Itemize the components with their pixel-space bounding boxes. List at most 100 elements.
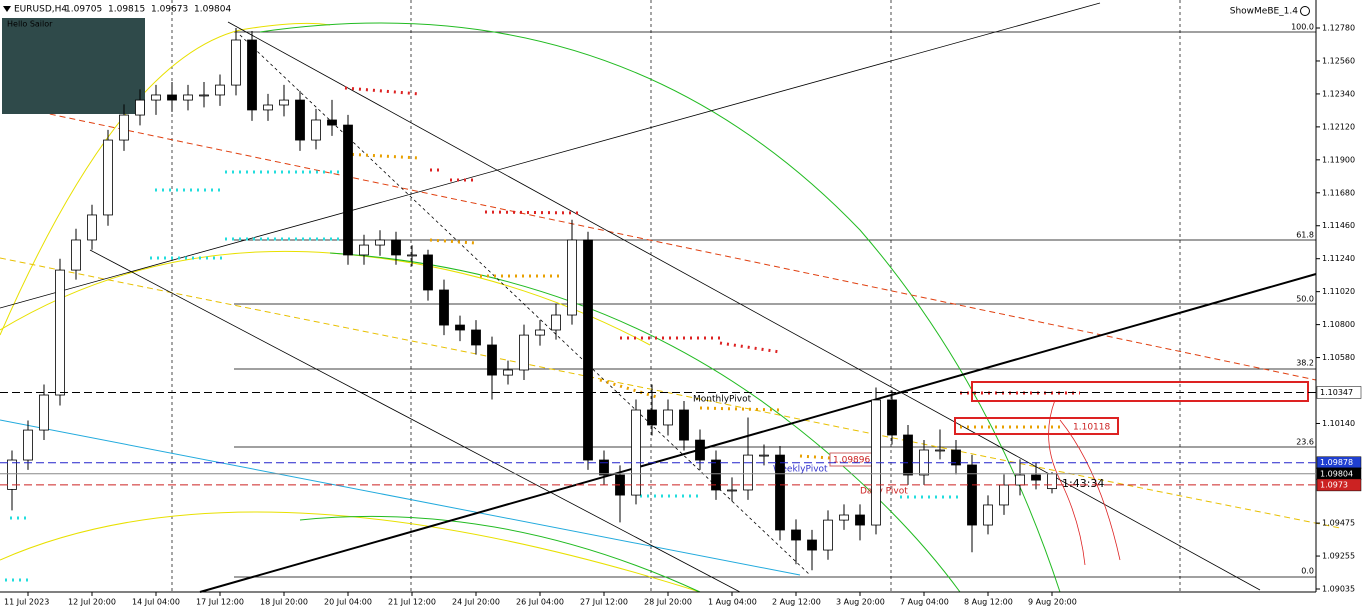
candle-body (791, 529, 801, 541)
candle-body (135, 99, 145, 116)
candle-body (855, 514, 865, 526)
candle-body (439, 289, 449, 326)
indicator-dots (5, 86, 1080, 582)
candle-body (711, 459, 721, 491)
candle-body (343, 124, 353, 256)
candle-body (983, 504, 993, 526)
bar-timer: 1:43:34 (1062, 477, 1104, 490)
x-tick-label: 11 Jul 2023 (4, 598, 49, 607)
candle-body (39, 394, 49, 431)
candle-body (391, 239, 401, 256)
x-tick-label: 18 Jul 20:00 (260, 598, 308, 607)
x-tick-label: 8 Aug 12:00 (964, 598, 1013, 607)
fib-labels: 100.0 61.8 50.0 38.2 23.6 0.0 (1291, 23, 1314, 576)
fib-lines (234, 31, 1316, 578)
candle-body (887, 399, 897, 436)
header-open: 1.09705 (65, 5, 102, 15)
candle-body (455, 324, 465, 331)
candle-body (727, 489, 737, 492)
marked-price: 1.09896 (833, 456, 870, 466)
x-tick-label: 3 Aug 20:00 (836, 598, 885, 607)
candle-body (423, 254, 433, 291)
y-tick-label: 1.11680 (1322, 188, 1355, 197)
candle-body (743, 454, 753, 491)
candle-body (535, 329, 545, 336)
x-tick-label: 17 Jul 12:00 (196, 598, 244, 607)
candle-body (199, 94, 209, 97)
header: EURUSD,H4 1.09705 1.09815 1.09673 1.0980… (14, 5, 231, 15)
candle-body (695, 439, 705, 461)
candle-body (231, 39, 241, 86)
candle-body (775, 454, 785, 531)
price-tag-label: 1.10347 (1320, 388, 1353, 397)
highlight-box (971, 381, 1309, 402)
y-tick-label: 1.10580 (1322, 353, 1355, 362)
candle-body (1047, 473, 1057, 490)
candle-body (647, 409, 657, 426)
pivot-label: MonthlyPivot (693, 395, 752, 405)
candle-body (71, 239, 81, 271)
y-tick-label: 1.12560 (1322, 56, 1355, 65)
candle-body (119, 114, 129, 141)
candle-body (375, 239, 385, 246)
fib-label: 0.0 (1301, 567, 1314, 576)
y-tick-label: 1.11020 (1322, 287, 1355, 296)
x-tick-label: 27 Jul 12:00 (580, 598, 628, 607)
y-tick-label: 1.12120 (1322, 122, 1355, 131)
candle-body (839, 514, 849, 521)
y-tick-label: 1.09035 (1322, 585, 1355, 594)
candle-body (999, 484, 1009, 506)
price-tag (1316, 478, 1362, 492)
candle-body (263, 104, 273, 111)
candle-body (967, 464, 977, 526)
candle-body (359, 244, 369, 256)
candle-body (247, 39, 257, 111)
x-tick-label: 14 Jul 04:00 (132, 598, 180, 607)
y-tick-label: 1.11900 (1322, 155, 1355, 164)
highlight-box (954, 417, 1119, 435)
symbol: EURUSD,H4 (14, 5, 67, 15)
candle-body (631, 409, 641, 496)
candle-body (503, 369, 513, 376)
fib-label: 100.0 (1291, 23, 1314, 32)
pivot-label: Daily Pivot (860, 487, 908, 497)
candle-body (599, 459, 609, 476)
price-tag-label: 1.09804 (1320, 469, 1353, 478)
y-tick-label: 1.09255 (1322, 552, 1355, 561)
indicator-name: ShowMeBE_1.4 (1230, 7, 1299, 17)
candle-body (151, 94, 161, 101)
y-tick-label: 1.10800 (1322, 320, 1355, 329)
candle-body (327, 119, 337, 126)
y-tick-label: 1.11240 (1322, 254, 1355, 263)
candle-body (279, 99, 289, 106)
candle-body (311, 119, 321, 141)
candle-body (23, 429, 33, 461)
candle-body (407, 254, 417, 257)
header-low: 1.09673 (151, 5, 188, 15)
drawings (0, 2, 1341, 593)
x-tick-label: 1 Aug 04:00 (708, 598, 757, 607)
price-tag (1316, 386, 1362, 399)
x-tick-label: 2 Aug 12:00 (772, 598, 821, 607)
y-axis-labels: 1.12780 1.12560 1.12340 1.12120 1.11900 1.116… (1316, 24, 1355, 594)
x-tick-label: 7 Aug 04:00 (900, 598, 949, 607)
candle-body (551, 314, 561, 331)
candle-body (903, 434, 913, 476)
y-tick-label: 1.09475 (1322, 519, 1355, 528)
fib-label: 38.2 (1296, 359, 1314, 368)
header-close: 1.09804 (194, 5, 231, 15)
candle-body (679, 409, 689, 441)
price-tag-label: 1.0973 (1320, 480, 1348, 489)
candle-body (183, 94, 193, 101)
y-tick-label: 1.11460 (1322, 221, 1355, 230)
y-tick-label: 1.12340 (1322, 89, 1355, 98)
candle-body (807, 539, 817, 551)
candle-body (1031, 474, 1041, 481)
x-tick-label: 26 Jul 04:00 (516, 598, 564, 607)
candle-body (167, 94, 177, 101)
candle-body (951, 449, 961, 466)
marked-price: 1.10118 (1073, 423, 1110, 433)
x-tick-label: 21 Jul 12:00 (388, 598, 436, 607)
